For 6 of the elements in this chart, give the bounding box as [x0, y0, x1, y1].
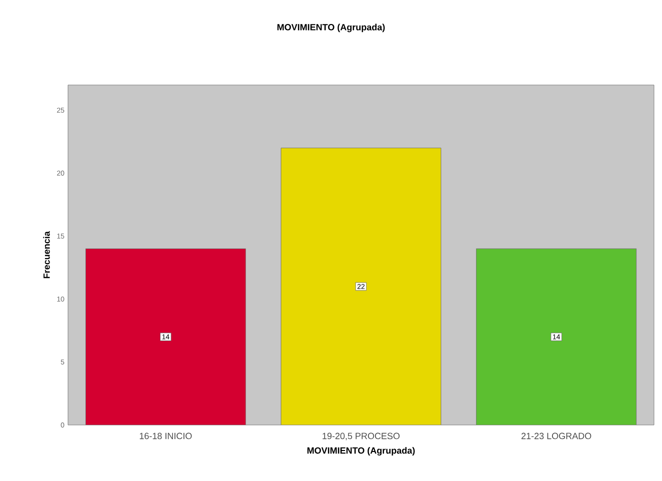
x-tick-label: 19-20,5 PROCESO	[322, 432, 400, 440]
chart-title: MOVIMIENTO (Agrupada)	[277, 24, 385, 32]
x-tick-label: 16-18 INICIO	[140, 432, 192, 440]
x-axis-title: MOVIMIENTO (Agrupada)	[307, 447, 415, 456]
y-axis-title: Frecuencia	[43, 231, 50, 278]
x-tick-label: 21-23 LOGRADO	[522, 432, 592, 440]
